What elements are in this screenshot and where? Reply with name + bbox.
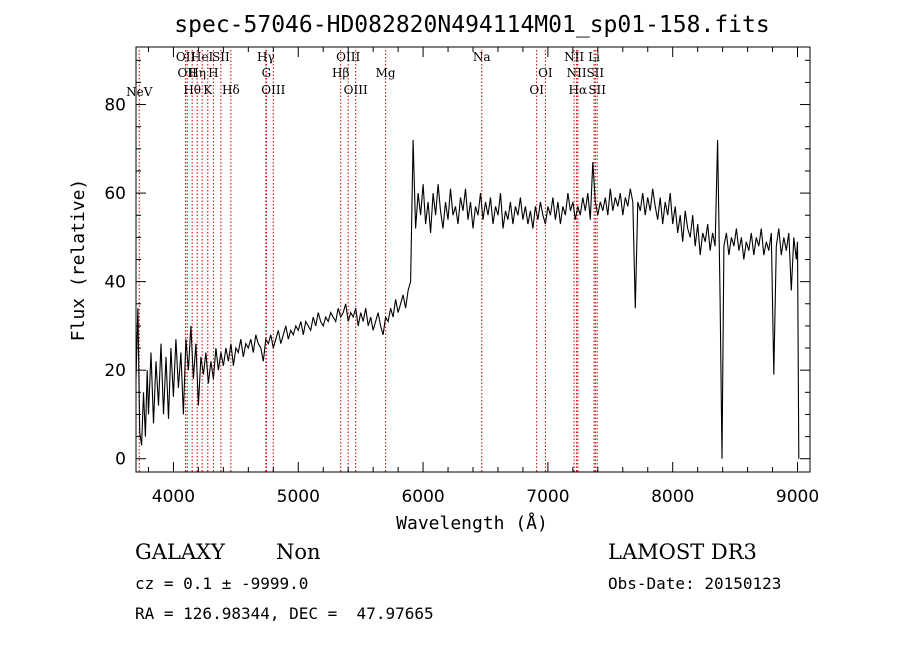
emission-label: OII xyxy=(176,50,196,64)
survey-name: LAMOST DR3 xyxy=(608,540,757,564)
emission-label: NII xyxy=(564,50,584,64)
emission-label: HeI xyxy=(191,50,214,64)
chart-title: spec-57046-HD082820N494114M01_sp01-158.f… xyxy=(174,12,769,38)
emission-label: OIII xyxy=(344,83,368,97)
y-tick-label: 80 xyxy=(104,96,126,116)
emission-label: Hη xyxy=(188,66,206,80)
x-tick-label: 4000 xyxy=(152,487,195,507)
object-class: GALAXY xyxy=(135,540,225,564)
emission-label: OII xyxy=(178,66,198,80)
obs-date: Obs-Date: 20150123 xyxy=(608,574,782,593)
y-axis: 0 20 40 60 80 xyxy=(104,59,810,470)
emission-label: SII xyxy=(588,83,606,97)
emission-label: G xyxy=(262,66,272,80)
spectrum-line xyxy=(135,139,800,459)
emission-label: OIII xyxy=(261,83,285,97)
emission-line-labels: NeV OII OII Hθ Hη HeI KH SII Hδ Hγ G OIII Hβ OIII OIII… xyxy=(126,50,606,99)
emission-label: OIII xyxy=(336,50,360,64)
y-axis-label: Flux (relative) xyxy=(68,179,89,342)
redshift-info: cz = 0.1 ± -9999.0 xyxy=(135,574,309,593)
emission-label: Mg xyxy=(376,66,396,80)
emission-label: Na xyxy=(473,50,491,64)
emission-label: SII xyxy=(586,66,604,80)
emission-label: Hα xyxy=(569,83,588,97)
emission-label: H xyxy=(208,66,218,80)
emission-label: Hβ xyxy=(332,66,349,80)
emission-label: NII xyxy=(567,66,587,80)
emission-label: K xyxy=(203,83,213,97)
object-subclass: Non xyxy=(276,540,321,564)
x-tick-label: 7000 xyxy=(526,487,569,507)
x-axis-label: Wavelength (Å) xyxy=(396,512,548,534)
y-tick-label: 0 xyxy=(115,450,126,470)
x-tick-label: 8000 xyxy=(651,487,694,507)
y-tick-label: 40 xyxy=(104,273,126,293)
y-tick-label: 60 xyxy=(104,184,126,204)
x-tick-label: 6000 xyxy=(401,487,444,507)
emission-label: SII xyxy=(212,50,230,64)
emission-label: NeV xyxy=(126,85,153,99)
plot-frame xyxy=(135,46,811,473)
x-tick-label: 9000 xyxy=(776,487,819,507)
emission-label: OI xyxy=(538,66,553,80)
emission-label: Li xyxy=(588,50,600,64)
emission-line-markers xyxy=(138,50,598,472)
emission-label: Hγ xyxy=(257,50,275,64)
x-tick-label: 5000 xyxy=(277,487,320,507)
emission-label: Hδ xyxy=(222,83,240,97)
coordinates: RA = 126.98344, DEC = 47.97665 xyxy=(135,604,434,623)
emission-label: Hθ xyxy=(183,83,201,97)
emission-label: OI xyxy=(529,83,544,97)
x-axis: 4000 5000 6000 7000 8000 9000 xyxy=(147,47,819,507)
y-tick-label: 20 xyxy=(104,361,126,381)
